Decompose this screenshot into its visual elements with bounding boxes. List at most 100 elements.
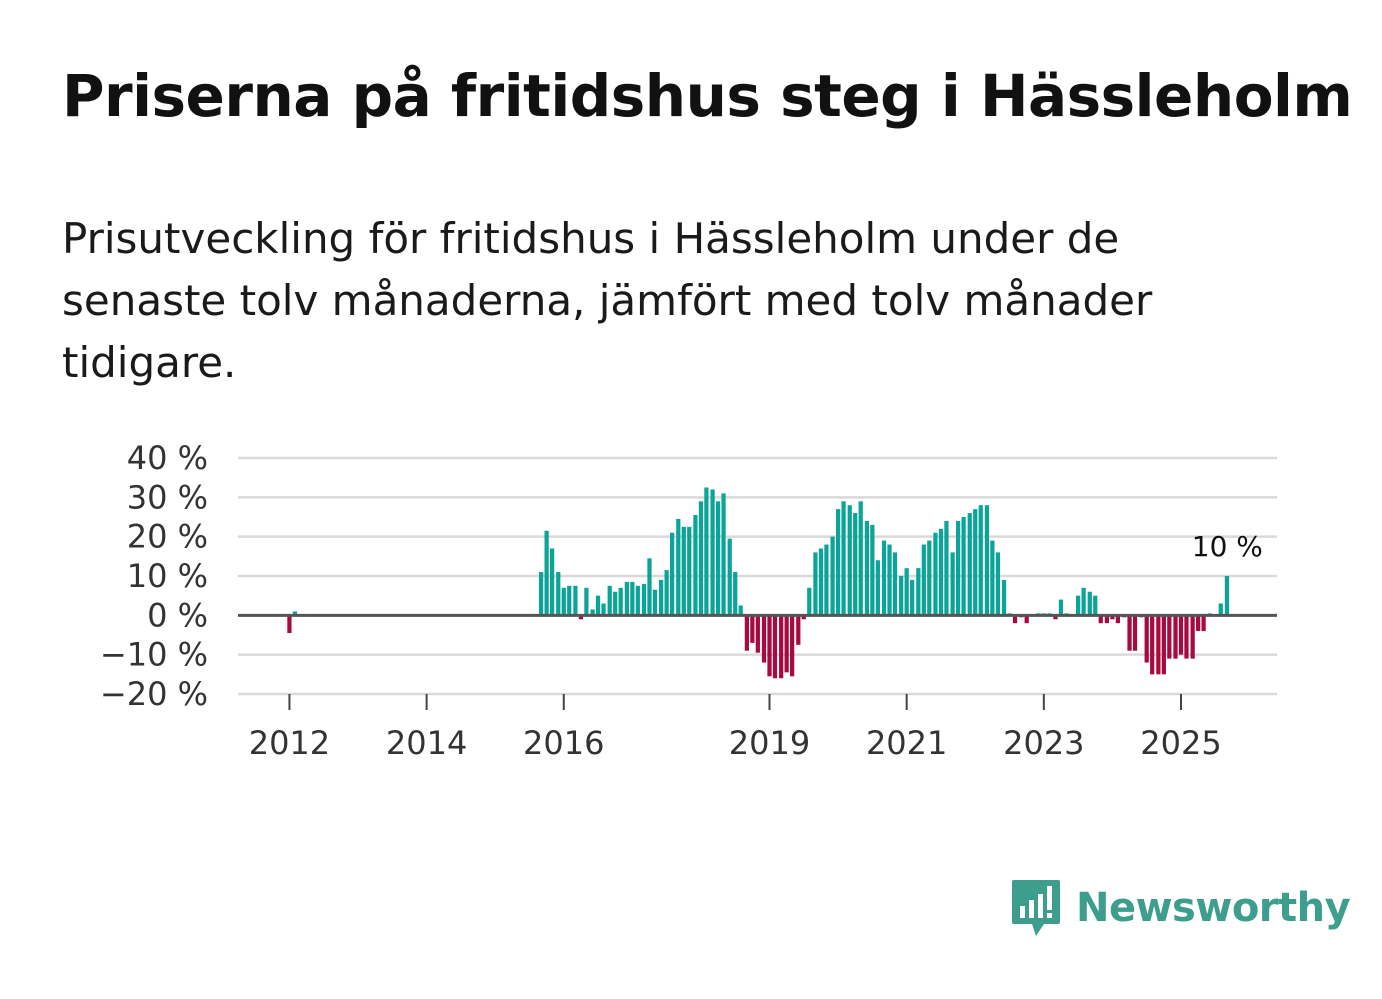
bar — [984, 505, 990, 616]
bar — [824, 544, 829, 616]
bar — [887, 544, 892, 616]
bar — [1001, 579, 1007, 616]
bar — [1218, 603, 1223, 616]
bar — [904, 568, 909, 616]
bar — [864, 520, 869, 616]
bar — [1110, 615, 1115, 620]
bar — [1150, 615, 1155, 675]
bar — [624, 581, 629, 616]
bar — [801, 615, 806, 620]
bar — [1081, 587, 1086, 616]
newsworthy-logo: Newsworthy — [1010, 878, 1351, 938]
bar — [755, 615, 760, 653]
bar — [539, 572, 544, 616]
bar — [1115, 615, 1121, 624]
bar — [1104, 615, 1110, 624]
bar — [681, 526, 686, 616]
bar — [1144, 615, 1149, 663]
bar — [715, 501, 721, 616]
bar — [1156, 615, 1161, 675]
bar — [899, 576, 904, 616]
bar — [549, 548, 555, 616]
last-value-annotation: 10 % — [1192, 530, 1263, 563]
bar — [830, 536, 835, 616]
bar — [796, 615, 801, 645]
bar — [659, 579, 664, 616]
y-tick-label: 20 % — [127, 518, 208, 556]
bar — [1196, 615, 1201, 632]
bar — [1190, 615, 1195, 659]
bar — [578, 615, 584, 620]
bar — [710, 489, 715, 616]
bar — [847, 505, 852, 616]
bar — [910, 579, 915, 616]
bar — [978, 505, 983, 616]
bar — [1127, 615, 1132, 651]
grid-lines — [238, 456, 1277, 696]
y-tick-label: −10 % — [100, 636, 208, 674]
bar — [1053, 615, 1058, 620]
bar — [990, 540, 995, 616]
bar — [613, 591, 618, 616]
bar — [1201, 615, 1206, 632]
bar — [687, 526, 692, 616]
bar — [858, 501, 863, 616]
bar — [1161, 615, 1166, 675]
y-tick-label: 10 % — [127, 557, 208, 595]
chart-subtitle: Prisutveckling för fritidshus i Hässleho… — [62, 214, 1153, 387]
bar — [287, 615, 292, 634]
bar — [1224, 576, 1230, 616]
bar — [881, 540, 887, 616]
bar — [721, 493, 726, 616]
bar — [601, 603, 606, 616]
x-axis: 2012 2014 2016 2019 2021 2023 2025 — [249, 694, 1222, 762]
y-tick-label: 0 % — [147, 596, 208, 634]
bar — [1178, 615, 1184, 655]
bar — [784, 615, 789, 673]
bar — [790, 615, 795, 677]
bar — [835, 509, 841, 616]
bar — [567, 585, 572, 616]
x-tick-label: 2014 — [386, 724, 467, 762]
bar — [698, 501, 704, 616]
bar — [561, 587, 566, 616]
bar — [618, 587, 623, 616]
bar — [647, 558, 652, 616]
x-tick-label: 2016 — [523, 724, 604, 762]
bar — [584, 587, 589, 616]
bar — [961, 517, 966, 616]
chart-title: Priserna på fritidshus steg i Hässleholm — [62, 62, 1353, 130]
bar — [1167, 615, 1172, 659]
bar — [750, 615, 755, 643]
bar — [921, 544, 926, 616]
bar — [733, 572, 738, 616]
bar — [938, 528, 944, 616]
bar — [544, 530, 549, 616]
bar — [641, 583, 647, 616]
bar — [1173, 615, 1178, 659]
bar — [1184, 615, 1189, 659]
bar — [676, 518, 681, 616]
y-tick-label: −20 % — [100, 675, 208, 713]
bar — [1024, 615, 1029, 624]
bar — [292, 611, 298, 616]
bar — [1058, 599, 1064, 616]
newsworthy-logo-icon — [1012, 880, 1060, 936]
bar — [1012, 615, 1018, 624]
bar — [813, 552, 818, 616]
bar — [630, 581, 635, 616]
bar — [595, 595, 601, 616]
bar — [916, 568, 921, 616]
bar — [944, 520, 949, 616]
bar — [807, 587, 812, 616]
bar — [841, 501, 846, 616]
bar — [950, 552, 955, 616]
y-axis-labels: 40 %30 %20 %10 %0 %−10 %−20 % — [100, 439, 208, 713]
x-tick-label: 2025 — [1140, 724, 1221, 762]
bar — [652, 589, 658, 616]
bar — [1093, 595, 1098, 616]
brand-name: Newsworthy — [1076, 885, 1351, 931]
bar — [761, 615, 767, 663]
bar — [704, 487, 709, 616]
